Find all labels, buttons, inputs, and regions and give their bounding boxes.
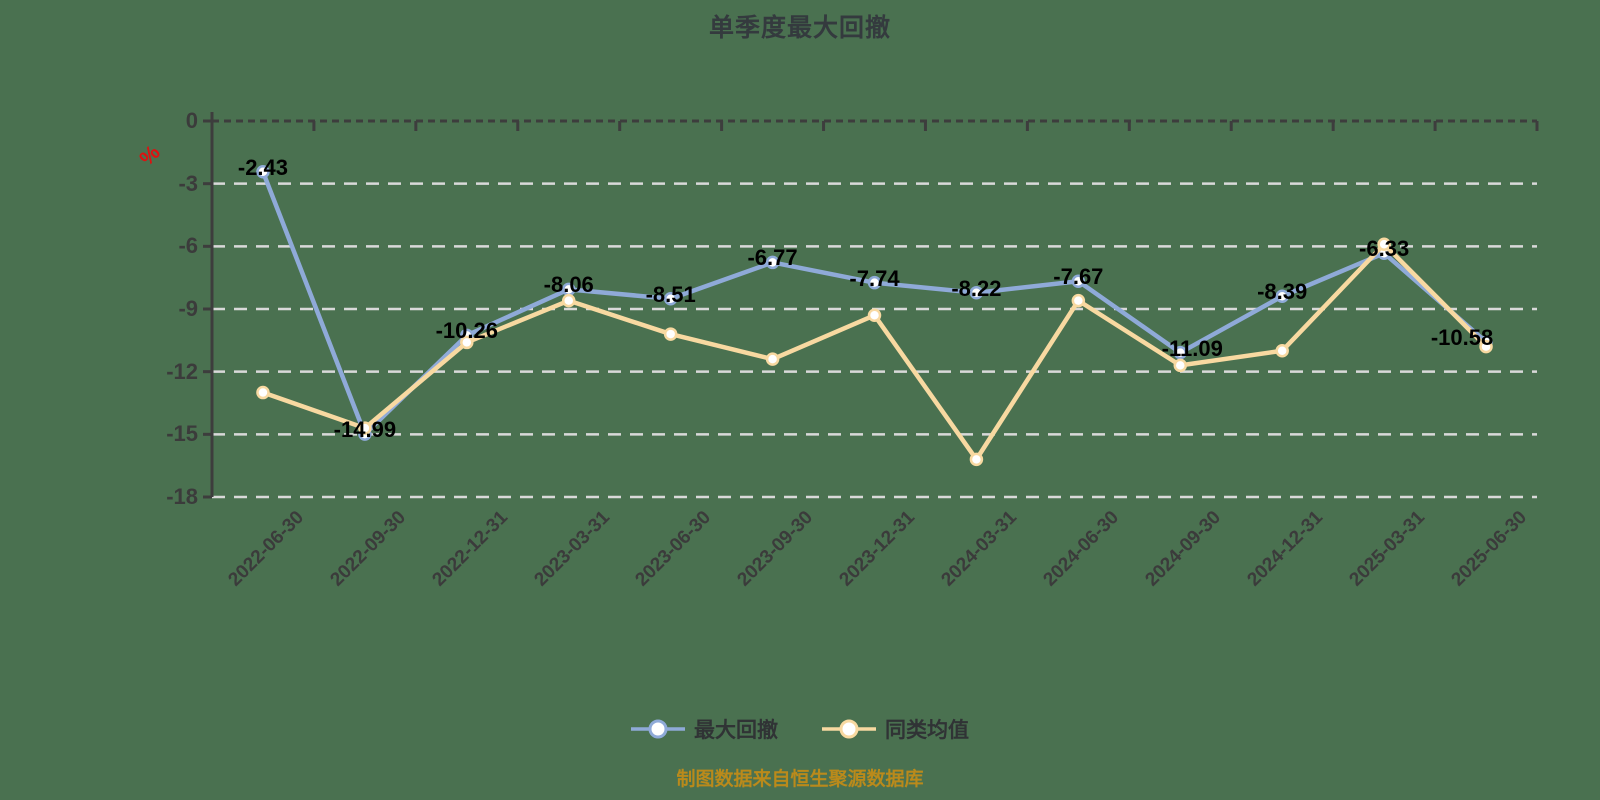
- data-point-marker: [1071, 274, 1086, 288]
- legend-item-max-drawdown[interactable]: 最大回撤: [631, 714, 778, 744]
- data-point-marker: [765, 352, 780, 366]
- data-point-marker: [256, 385, 270, 400]
- data-point-marker: [663, 292, 678, 306]
- data-label: -14.99: [333, 417, 397, 443]
- data-point-marker: [765, 255, 780, 270]
- data-point-marker: [256, 165, 270, 179]
- data-point-marker: [1173, 345, 1188, 360]
- data-point-marker: [1377, 237, 1391, 251]
- data-label: -2.43: [237, 154, 289, 180]
- y-axis-tick-label: 0: [185, 108, 198, 133]
- data-point-marker: [969, 285, 984, 300]
- y-axis-tick-label: -9: [178, 296, 198, 321]
- legend-line-marker-icon: [631, 719, 685, 739]
- data-label: -7.74: [849, 265, 900, 291]
- data-point-marker: [867, 308, 882, 323]
- legend-item-category-average[interactable]: 同类均值: [822, 714, 969, 744]
- y-axis-tick-label: -3: [178, 170, 198, 196]
- legend-item-label: 最大回撤: [694, 719, 778, 742]
- data-label: -8.51: [645, 281, 696, 307]
- data-label: -11.09: [1161, 335, 1223, 361]
- data-label: -8.39: [1257, 279, 1308, 305]
- data-label: -6.77: [747, 245, 798, 271]
- data-label: -10.58: [1430, 325, 1494, 350]
- data-point-marker: [867, 275, 882, 290]
- data-point-marker: [358, 421, 372, 435]
- data-label: -8.06: [543, 272, 594, 298]
- y-axis-tick-label: -6: [178, 233, 198, 259]
- data-label: -10.26: [435, 318, 498, 344]
- legend-item-label: 同类均值: [885, 719, 969, 742]
- data-label: -8.22: [951, 275, 1002, 301]
- data-point-marker: [460, 335, 474, 350]
- chart-title: 单季度最大回撤: [708, 14, 891, 42]
- data-point-marker: [1275, 289, 1289, 304]
- legend-line-marker-icon: [822, 719, 876, 739]
- data-point-marker: [1275, 344, 1289, 358]
- data-point-marker: [969, 452, 984, 467]
- data-label: -7.67: [1053, 264, 1104, 290]
- legend: 最大回撤 同类均值: [631, 714, 969, 744]
- data-point-marker: [1071, 293, 1086, 308]
- y-axis-tick-label: -15: [166, 421, 198, 447]
- data-point-marker: [1479, 339, 1493, 354]
- footer-source-note: 制图数据来自恒生聚源数据库: [676, 769, 924, 790]
- y-axis-tick-label: -12: [166, 358, 198, 384]
- data-point-marker: [1173, 358, 1188, 373]
- y-axis-tick-label: -18: [166, 484, 198, 509]
- data-point-marker: [663, 327, 678, 341]
- data-label: -6.33: [1359, 236, 1410, 262]
- data-point-marker: [561, 293, 576, 308]
